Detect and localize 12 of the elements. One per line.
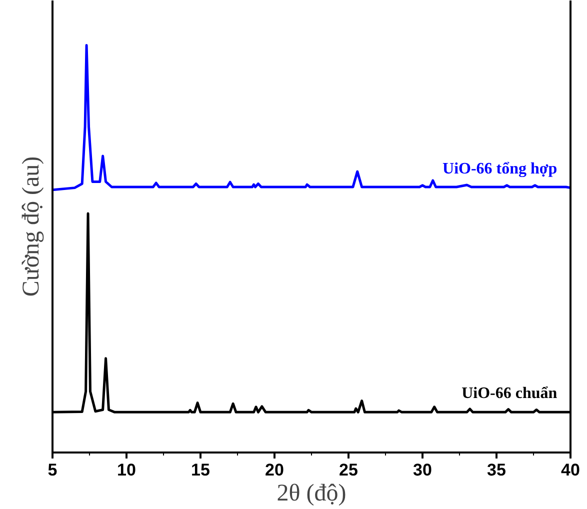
- x-tick-label: 30: [413, 460, 432, 480]
- x-axis-title: 2θ (độ): [276, 480, 346, 506]
- x-tick-label: 35: [487, 460, 506, 480]
- x-tick-label: 5: [48, 460, 58, 480]
- x-tick-label: 10: [117, 460, 136, 480]
- x-tick-label: 15: [191, 460, 210, 480]
- series-label: UiO-66 tổng hợp: [442, 160, 558, 178]
- x-tick-label: 40: [561, 460, 580, 480]
- x-tick-label: 20: [265, 460, 284, 480]
- series-label: UiO-66 chuẩn: [462, 385, 558, 402]
- x-tick-label: 25: [339, 460, 358, 480]
- y-axis-title: Cường độ (au): [18, 156, 44, 297]
